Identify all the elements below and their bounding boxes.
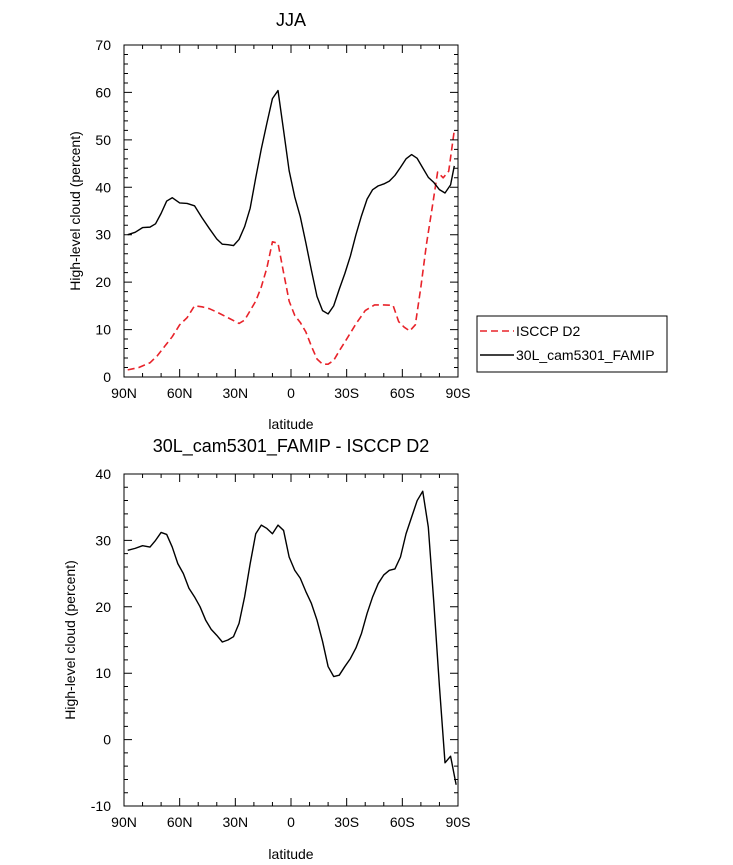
x-tick-label: 30N [222,385,248,401]
x-tick-label: 60S [390,814,415,830]
x-tick-label: 60S [390,385,415,401]
plot-frame [123,44,459,378]
axis-ticks [123,473,459,807]
y-tick-label: 40 [95,179,111,195]
tick-marks [123,473,459,807]
legend-label-obs: ISCCP D2 [516,323,581,339]
x-tick-label: 90N [111,814,137,830]
legend-box [476,315,668,373]
x-tick-label: 0 [287,385,295,401]
series-line-model [127,89,455,315]
y-tick-label: 10 [95,322,111,338]
x-tick-label: 90S [446,385,471,401]
chart-title: JJA [276,10,306,30]
y-tick-label: 50 [95,132,111,148]
x-axis-label: latitude [268,416,313,432]
x-tick-label: 60N [167,385,193,401]
difference-panel: 30L_cam5301_FAMIP - ISCCP D2 High-level … [62,436,470,862]
y-tick-label: 30 [95,227,111,243]
series-line-difference [127,490,457,785]
legend: ISCCP D2 30L_cam5301_FAMIP [476,315,668,373]
x-tick-labels: 90N 60N 30N 0 30S 60S 90S [111,814,470,830]
y-tick-label: 0 [103,732,111,748]
y-tick-labels: 0 10 20 30 40 50 60 70 [95,37,111,385]
series-line-obs [127,130,456,371]
y-tick-label: 20 [95,274,111,290]
x-tick-label: 30S [334,385,359,401]
x-tick-label: 30S [334,814,359,830]
y-tick-label: -10 [91,798,111,814]
y-axis-label: High-level cloud (percent) [62,560,78,720]
plot-lines [127,89,456,371]
y-tick-label: 10 [95,665,111,681]
y-axis-label: High-level cloud (percent) [67,131,83,291]
plot-lines [127,490,457,785]
y-tick-label: 40 [95,466,111,482]
y-tick-label: 70 [95,37,111,53]
y-tick-label: 0 [103,369,111,385]
x-tick-label: 90N [111,385,137,401]
chart-title: 30L_cam5301_FAMIP - ISCCP D2 [153,436,429,457]
y-tick-label: 20 [95,599,111,615]
y-tick-labels: -10 0 10 20 30 40 [91,466,111,814]
climatology-panel: JJA High-level cloud (percent) latitude … [67,10,668,432]
plot-frame [123,473,459,807]
x-axis-label: latitude [268,846,313,862]
x-tick-label: 90S [446,814,471,830]
tick-marks [123,44,459,378]
legend-label-model: 30L_cam5301_FAMIP [516,347,655,363]
x-tick-label: 0 [287,814,295,830]
x-tick-label: 30N [222,814,248,830]
x-tick-labels: 90N 60N 30N 0 30S 60S 90S [111,385,470,401]
y-tick-label: 30 [95,532,111,548]
axis-ticks [123,44,459,378]
x-tick-label: 60N [167,814,193,830]
y-tick-label: 60 [95,84,111,100]
